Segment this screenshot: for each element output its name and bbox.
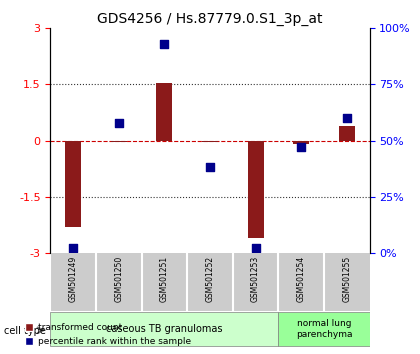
Text: cell type: cell type: [4, 326, 46, 336]
Text: caseous TB granulomas: caseous TB granulomas: [106, 324, 223, 334]
Text: GSM501250: GSM501250: [114, 256, 123, 302]
Text: GSM501254: GSM501254: [297, 256, 306, 302]
Bar: [293, 141, 309, 144]
Text: normal lung
parenchyma: normal lung parenchyma: [296, 319, 352, 339]
Title: GDS4256 / Hs.87779.0.S1_3p_at: GDS4256 / Hs.87779.0.S1_3p_at: [97, 12, 323, 26]
Legend: transformed count, percentile rank within the sample: transformed count, percentile rank withi…: [21, 320, 195, 349]
FancyBboxPatch shape: [278, 312, 370, 346]
Bar: [156, 82, 172, 141]
Point: [344, 115, 350, 121]
Text: GSM501249: GSM501249: [69, 256, 78, 302]
Point: [207, 165, 213, 170]
Text: GSM501251: GSM501251: [160, 256, 169, 302]
Bar: [339, 126, 355, 141]
Point: [70, 245, 76, 251]
Point: [252, 245, 259, 251]
FancyBboxPatch shape: [50, 312, 278, 346]
Point: [116, 120, 122, 125]
Bar: [248, 141, 264, 238]
Text: GSM501253: GSM501253: [251, 256, 260, 302]
Bar: [111, 141, 127, 142]
Bar: [202, 141, 218, 142]
Point: [161, 41, 168, 47]
Bar: [65, 141, 81, 227]
Text: GSM501252: GSM501252: [205, 256, 215, 302]
Point: [298, 144, 304, 150]
Text: GSM501255: GSM501255: [342, 256, 351, 302]
